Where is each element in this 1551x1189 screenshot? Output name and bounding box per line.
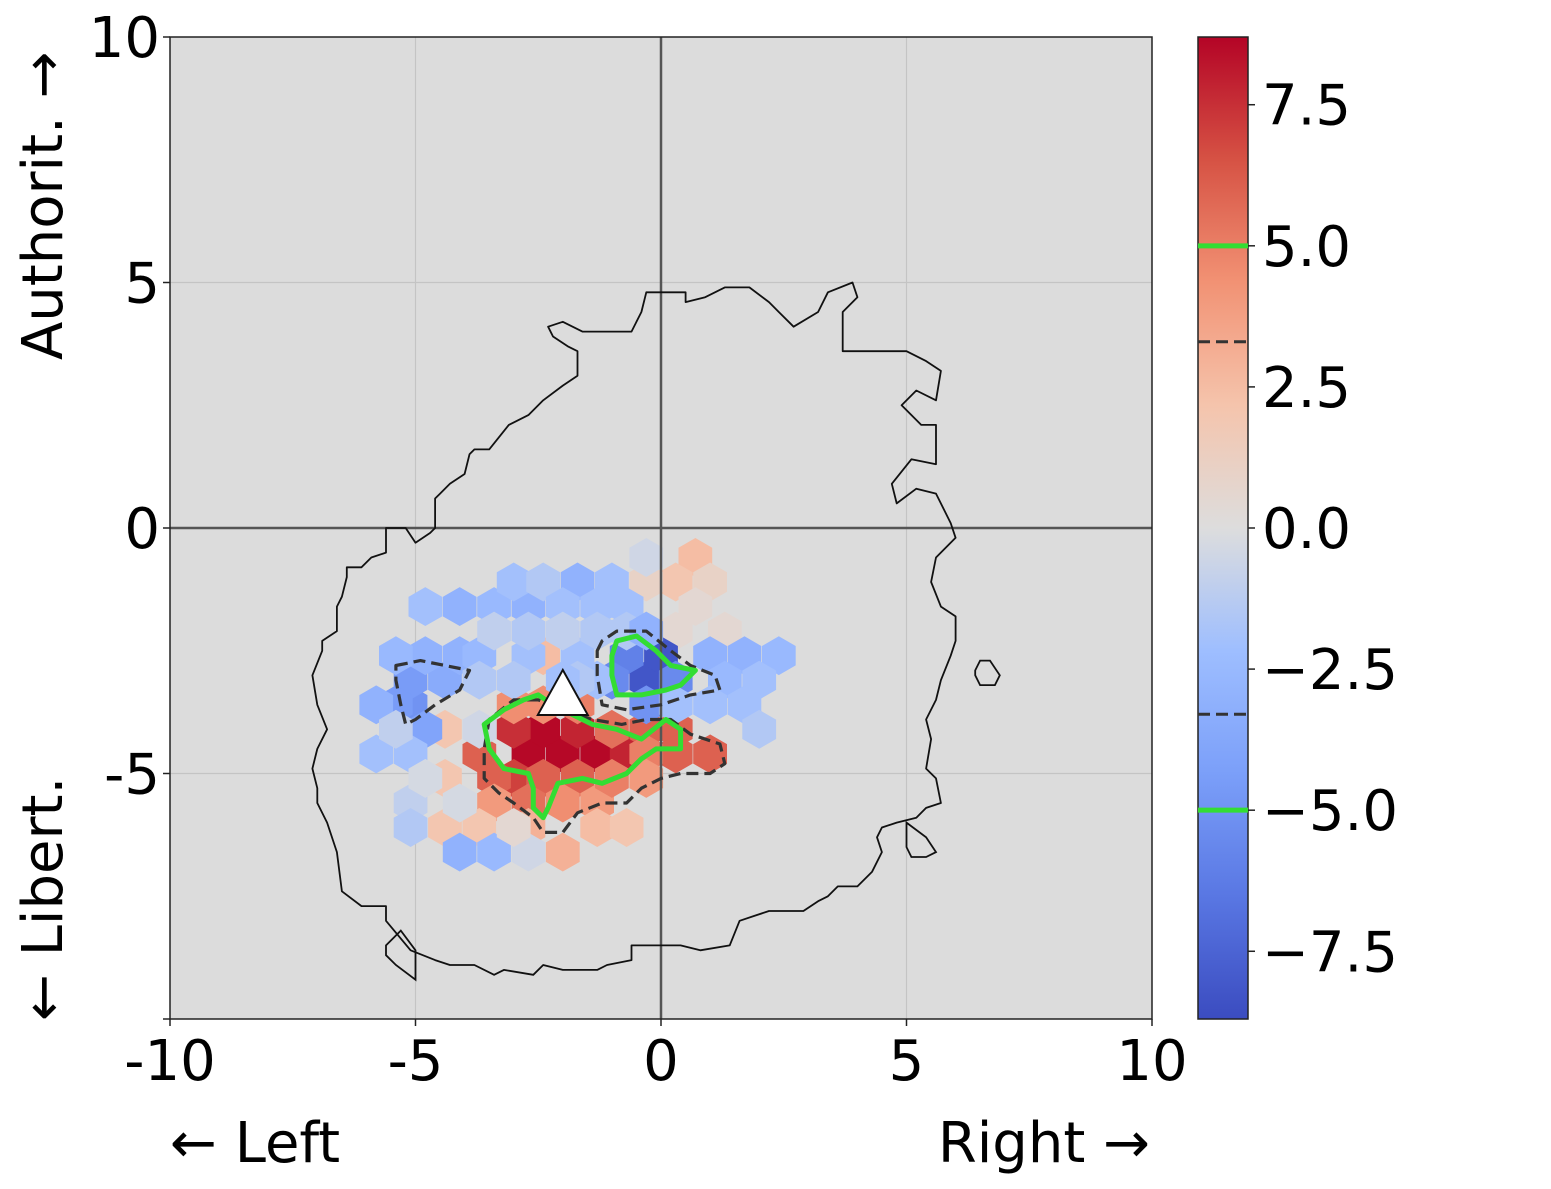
colorbar: −7.5 −5.0 −2.5 0.0 2.5 5.0 7.5: [1197, 36, 1398, 1020]
x-tick-label: 0: [643, 1029, 679, 1094]
x-tick-label: 5: [889, 1029, 925, 1094]
dashed-contour: [482, 698, 727, 834]
hexbin-cell: [442, 832, 477, 872]
hexbin-cell: [408, 758, 443, 798]
x-label-right: Right →: [938, 1111, 1150, 1176]
x-label-left: ← Left: [170, 1111, 340, 1176]
density-boundary-island: [974, 659, 1001, 686]
colorbar-tick-label: 7.5: [1262, 74, 1351, 139]
hexbin-cell: [359, 685, 394, 725]
hexbin-cell: [477, 611, 511, 651]
hexbin-cell: [496, 709, 531, 749]
y-axis: -5 0 5 10: [89, 6, 170, 1020]
hexbin-cell: [496, 808, 531, 847]
hexbin-cell: [629, 562, 664, 602]
x-axis: -10 -5 0 5 10: [124, 1019, 1188, 1094]
colorbar-ticks: −7.5 −5.0 −2.5 0.0 2.5 5.0 7.5: [1248, 74, 1398, 985]
x-tick-label: -10: [124, 1029, 215, 1094]
x-tick-label: 10: [1116, 1029, 1187, 1094]
triangle-marker: [536, 667, 590, 716]
hexbin-cell: [393, 808, 428, 847]
contour-layer: [311, 281, 1001, 982]
hexbin-cell: [609, 808, 644, 847]
hexbin-cell: [442, 587, 477, 627]
y-tick-label: 5: [124, 252, 160, 317]
hexbin-cell: [742, 709, 777, 749]
green-contour: [481, 692, 684, 821]
plot-area: [169, 36, 1153, 1020]
colorbar-gradient: [1197, 36, 1249, 1020]
hexbin-cell: [545, 832, 580, 872]
y-tick-label: -5: [104, 743, 160, 808]
y-tick-label: 0: [124, 497, 160, 562]
hexbin-layer: [359, 538, 796, 872]
colorbar-tick-label: −2.5: [1262, 638, 1398, 703]
hexbin-cell: [762, 636, 796, 676]
density-boundary-contour: [311, 281, 957, 976]
zero-lines: [170, 37, 1152, 1019]
colorbar-contour-levels: [1198, 243, 1248, 813]
colorbar-tick-label: 0.0: [1262, 497, 1351, 562]
hexbin-cell: [526, 562, 560, 602]
hexbin-cell: [545, 611, 580, 651]
density-boundary-island: [385, 929, 417, 982]
hexbin-cell: [442, 783, 477, 823]
y-label-top: Authorit. →: [11, 51, 76, 360]
x-tick-label: -5: [388, 1029, 444, 1094]
hexbin-cell: [629, 538, 664, 577]
y-label-bottom: ← Libert.: [11, 777, 76, 1021]
marker-layer: [536, 667, 590, 716]
hexbin-cell: [462, 660, 497, 700]
green-contour: [609, 633, 698, 698]
dashed-contour: [595, 629, 722, 712]
hexbin-cell: [408, 587, 443, 627]
y-tick-label: 10: [89, 6, 160, 71]
hexbin-cell: [678, 587, 713, 627]
hexbin-cell: [511, 611, 546, 651]
colorbar-tick-label: 5.0: [1262, 215, 1351, 280]
density-boundary-island: [905, 820, 938, 858]
colorbar-tick-label: −5.0: [1262, 779, 1398, 844]
colorbar-tick-label: −7.5: [1262, 920, 1398, 985]
colorbar-tick-label: 2.5: [1262, 356, 1351, 421]
dashed-contour: [394, 659, 472, 726]
